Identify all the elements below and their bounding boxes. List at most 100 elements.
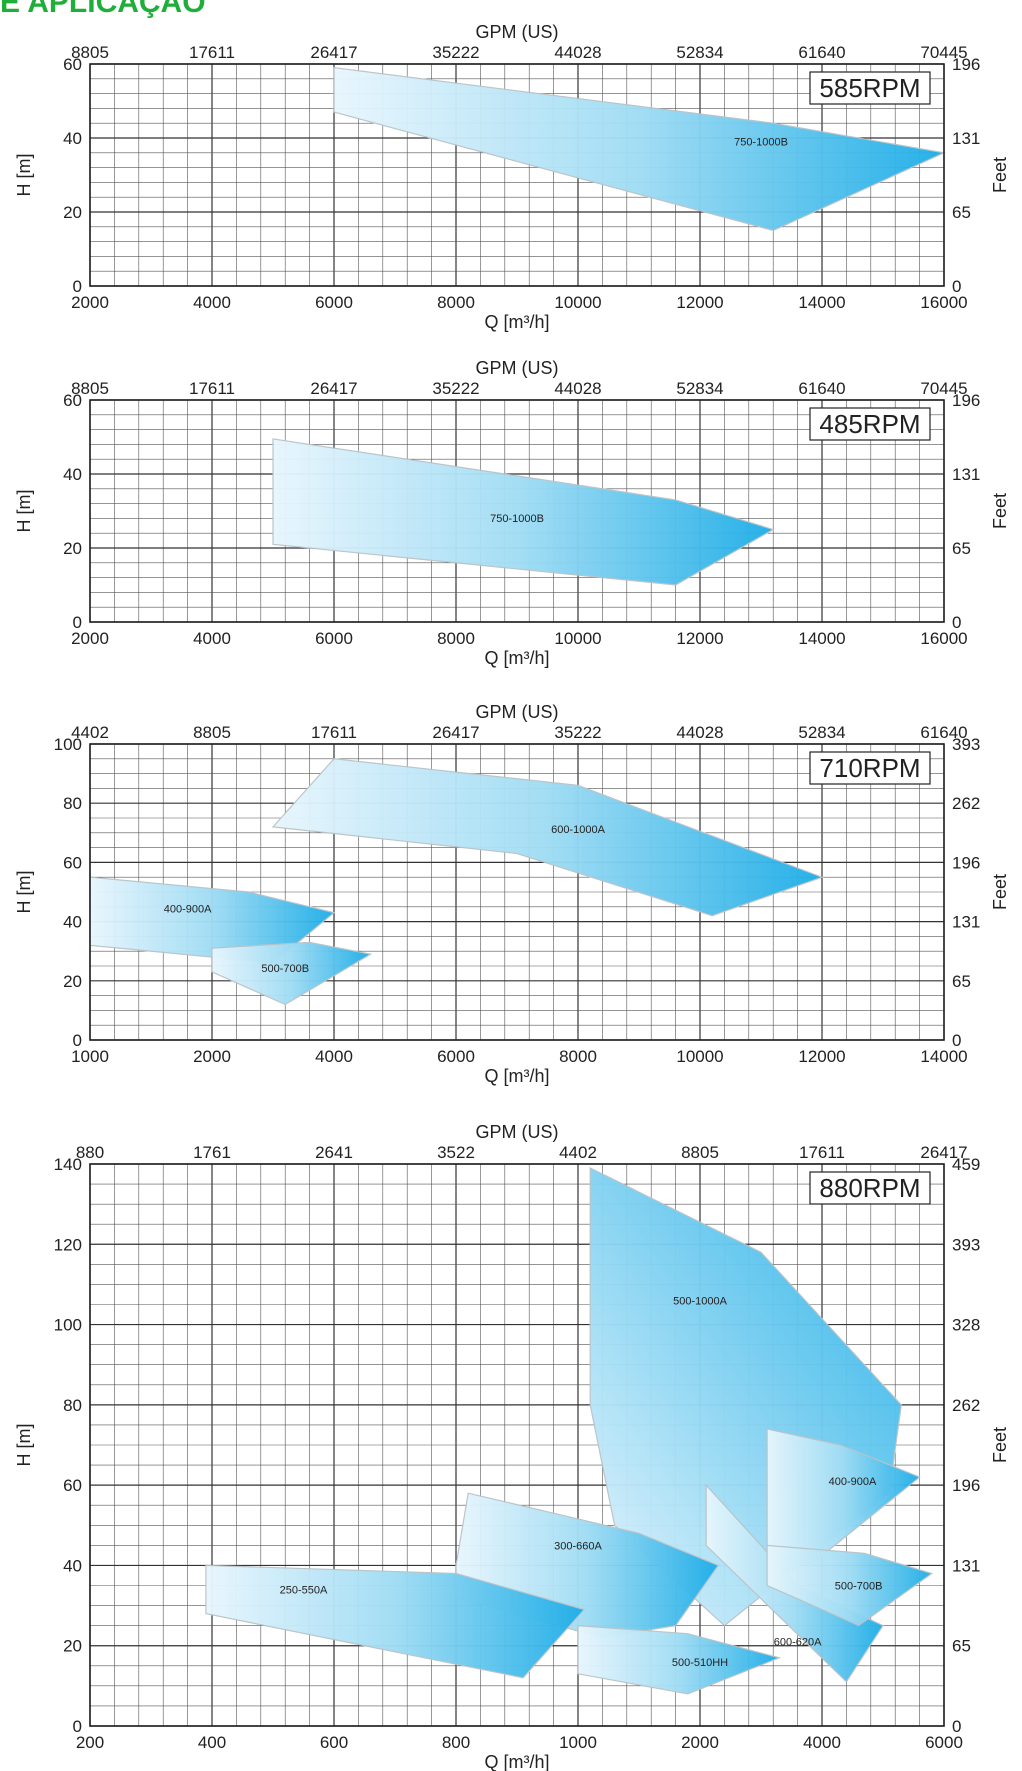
x-tick-label: 2000 xyxy=(681,1733,719,1752)
top-tick-label: 61640 xyxy=(798,379,845,398)
y-tick-label: 40 xyxy=(63,913,82,932)
right-tick-label: 0 xyxy=(952,277,961,296)
top-tick-label: 61640 xyxy=(920,723,967,742)
x-tick-label: 1000 xyxy=(71,1047,109,1066)
x-tick-label: 6000 xyxy=(315,629,353,648)
region-600-1000A xyxy=(271,758,824,917)
y-tick-label: 20 xyxy=(63,1637,82,1656)
right-tick-label: 393 xyxy=(952,735,980,754)
y-tick-label: 40 xyxy=(63,465,82,484)
right-axis-label: Feet xyxy=(990,157,1010,193)
x-axis-label: Q [m³/h] xyxy=(484,1752,549,1771)
region-label-600-620A: 600-620A xyxy=(774,1637,822,1649)
right-tick-label: 65 xyxy=(952,539,971,558)
y-tick-label: 60 xyxy=(63,1476,82,1495)
region-label-500-700B: 500-700B xyxy=(835,1581,883,1593)
top-tick-label: 26417 xyxy=(310,379,357,398)
right-tick-label: 65 xyxy=(952,1637,971,1656)
page-header-title: E APLICAÇÃO xyxy=(0,0,206,19)
region-750-1000B xyxy=(333,67,947,232)
top-tick-label: 44028 xyxy=(554,43,601,62)
x-tick-label: 12000 xyxy=(676,629,723,648)
region-label-400-900A: 400-900A xyxy=(829,1476,877,1488)
y-tick-label: 140 xyxy=(54,1155,82,1174)
region-label-400-900A: 400-900A xyxy=(164,904,212,916)
x-tick-label: 8000 xyxy=(437,293,475,312)
region-500-700B xyxy=(211,941,373,1006)
y-tick-label: 60 xyxy=(63,853,82,872)
top-axis-label: GPM (US) xyxy=(476,358,559,378)
top-tick-label: 1761 xyxy=(193,1143,231,1162)
rpm-label-frame xyxy=(809,751,931,785)
y-tick-label: 100 xyxy=(54,1316,82,1335)
top-tick-label: 8805 xyxy=(71,379,109,398)
top-tick-label: 8805 xyxy=(71,43,109,62)
x-tick-label: 1000 xyxy=(559,1733,597,1752)
y-tick-label: 80 xyxy=(63,794,82,813)
top-axis-label: GPM (US) xyxy=(476,22,559,42)
region-label-600-1000A: 600-1000A xyxy=(551,824,605,836)
top-tick-label: 44028 xyxy=(554,379,601,398)
top-tick-label: 4402 xyxy=(559,1143,597,1162)
rpm-label-box: 485RPM xyxy=(809,407,931,441)
plot-frame xyxy=(89,743,945,1041)
y-tick-label: 0 xyxy=(73,1031,82,1050)
x-tick-label: 8000 xyxy=(437,629,475,648)
rpm-label: 880RPM xyxy=(819,1173,920,1203)
y-tick-label: 40 xyxy=(63,1556,82,1575)
region-label-750-1000B: 750-1000B xyxy=(734,136,788,148)
x-tick-label: 6000 xyxy=(925,1733,963,1752)
x-tick-label: 12000 xyxy=(798,1047,845,1066)
right-tick-label: 0 xyxy=(952,1031,961,1050)
y-tick-label: 20 xyxy=(63,972,82,991)
top-tick-label: 17611 xyxy=(799,1143,845,1162)
region-label-300-660A: 300-660A xyxy=(554,1540,602,1552)
y-tick-label: 0 xyxy=(73,277,82,296)
y-tick-label: 0 xyxy=(73,1717,82,1736)
plot-frame xyxy=(89,63,945,287)
right-tick-label: 196 xyxy=(952,1476,980,1495)
rpm-label-box: 585RPM xyxy=(809,71,931,105)
y-tick-label: 100 xyxy=(54,735,82,754)
y-axis-label: H [m] xyxy=(14,154,34,197)
right-tick-label: 131 xyxy=(952,913,980,932)
right-tick-label: 131 xyxy=(952,1556,980,1575)
y-axis-label: H [m] xyxy=(14,1424,34,1467)
top-tick-label: 70445 xyxy=(920,43,967,62)
top-tick-label: 35222 xyxy=(432,43,479,62)
x-tick-label: 800 xyxy=(442,1733,470,1752)
plot-frame xyxy=(89,1163,945,1727)
right-tick-label: 131 xyxy=(952,129,980,148)
top-tick-label: 35222 xyxy=(432,379,479,398)
region-400-900A xyxy=(766,1428,921,1567)
rpm-label: 485RPM xyxy=(819,409,920,439)
x-tick-label: 2000 xyxy=(193,1047,231,1066)
region-250-550A xyxy=(205,1564,586,1679)
top-tick-label: 26417 xyxy=(432,723,479,742)
x-tick-label: 4000 xyxy=(803,1733,841,1752)
right-tick-label: 393 xyxy=(952,1235,980,1254)
x-tick-label: 10000 xyxy=(676,1047,723,1066)
y-tick-label: 80 xyxy=(63,1396,82,1415)
right-axis-label: Feet xyxy=(990,1427,1010,1463)
right-tick-label: 459 xyxy=(952,1155,980,1174)
top-tick-label: 8805 xyxy=(193,723,231,742)
y-tick-label: 20 xyxy=(63,203,82,222)
x-axis-label: Q [m³/h] xyxy=(484,312,549,332)
x-tick-label: 10000 xyxy=(554,293,601,312)
x-axis-label: Q [m³/h] xyxy=(484,1066,549,1086)
right-tick-label: 131 xyxy=(952,465,980,484)
x-tick-label: 12000 xyxy=(676,293,723,312)
rpm-label-box: 880RPM xyxy=(809,1171,931,1205)
right-tick-label: 196 xyxy=(952,391,980,410)
x-tick-label: 14000 xyxy=(798,293,845,312)
right-tick-label: 262 xyxy=(952,794,980,813)
x-tick-label: 400 xyxy=(198,1733,226,1752)
top-tick-label: 17611 xyxy=(189,43,235,62)
x-tick-label: 14000 xyxy=(798,629,845,648)
y-tick-label: 60 xyxy=(63,55,82,74)
